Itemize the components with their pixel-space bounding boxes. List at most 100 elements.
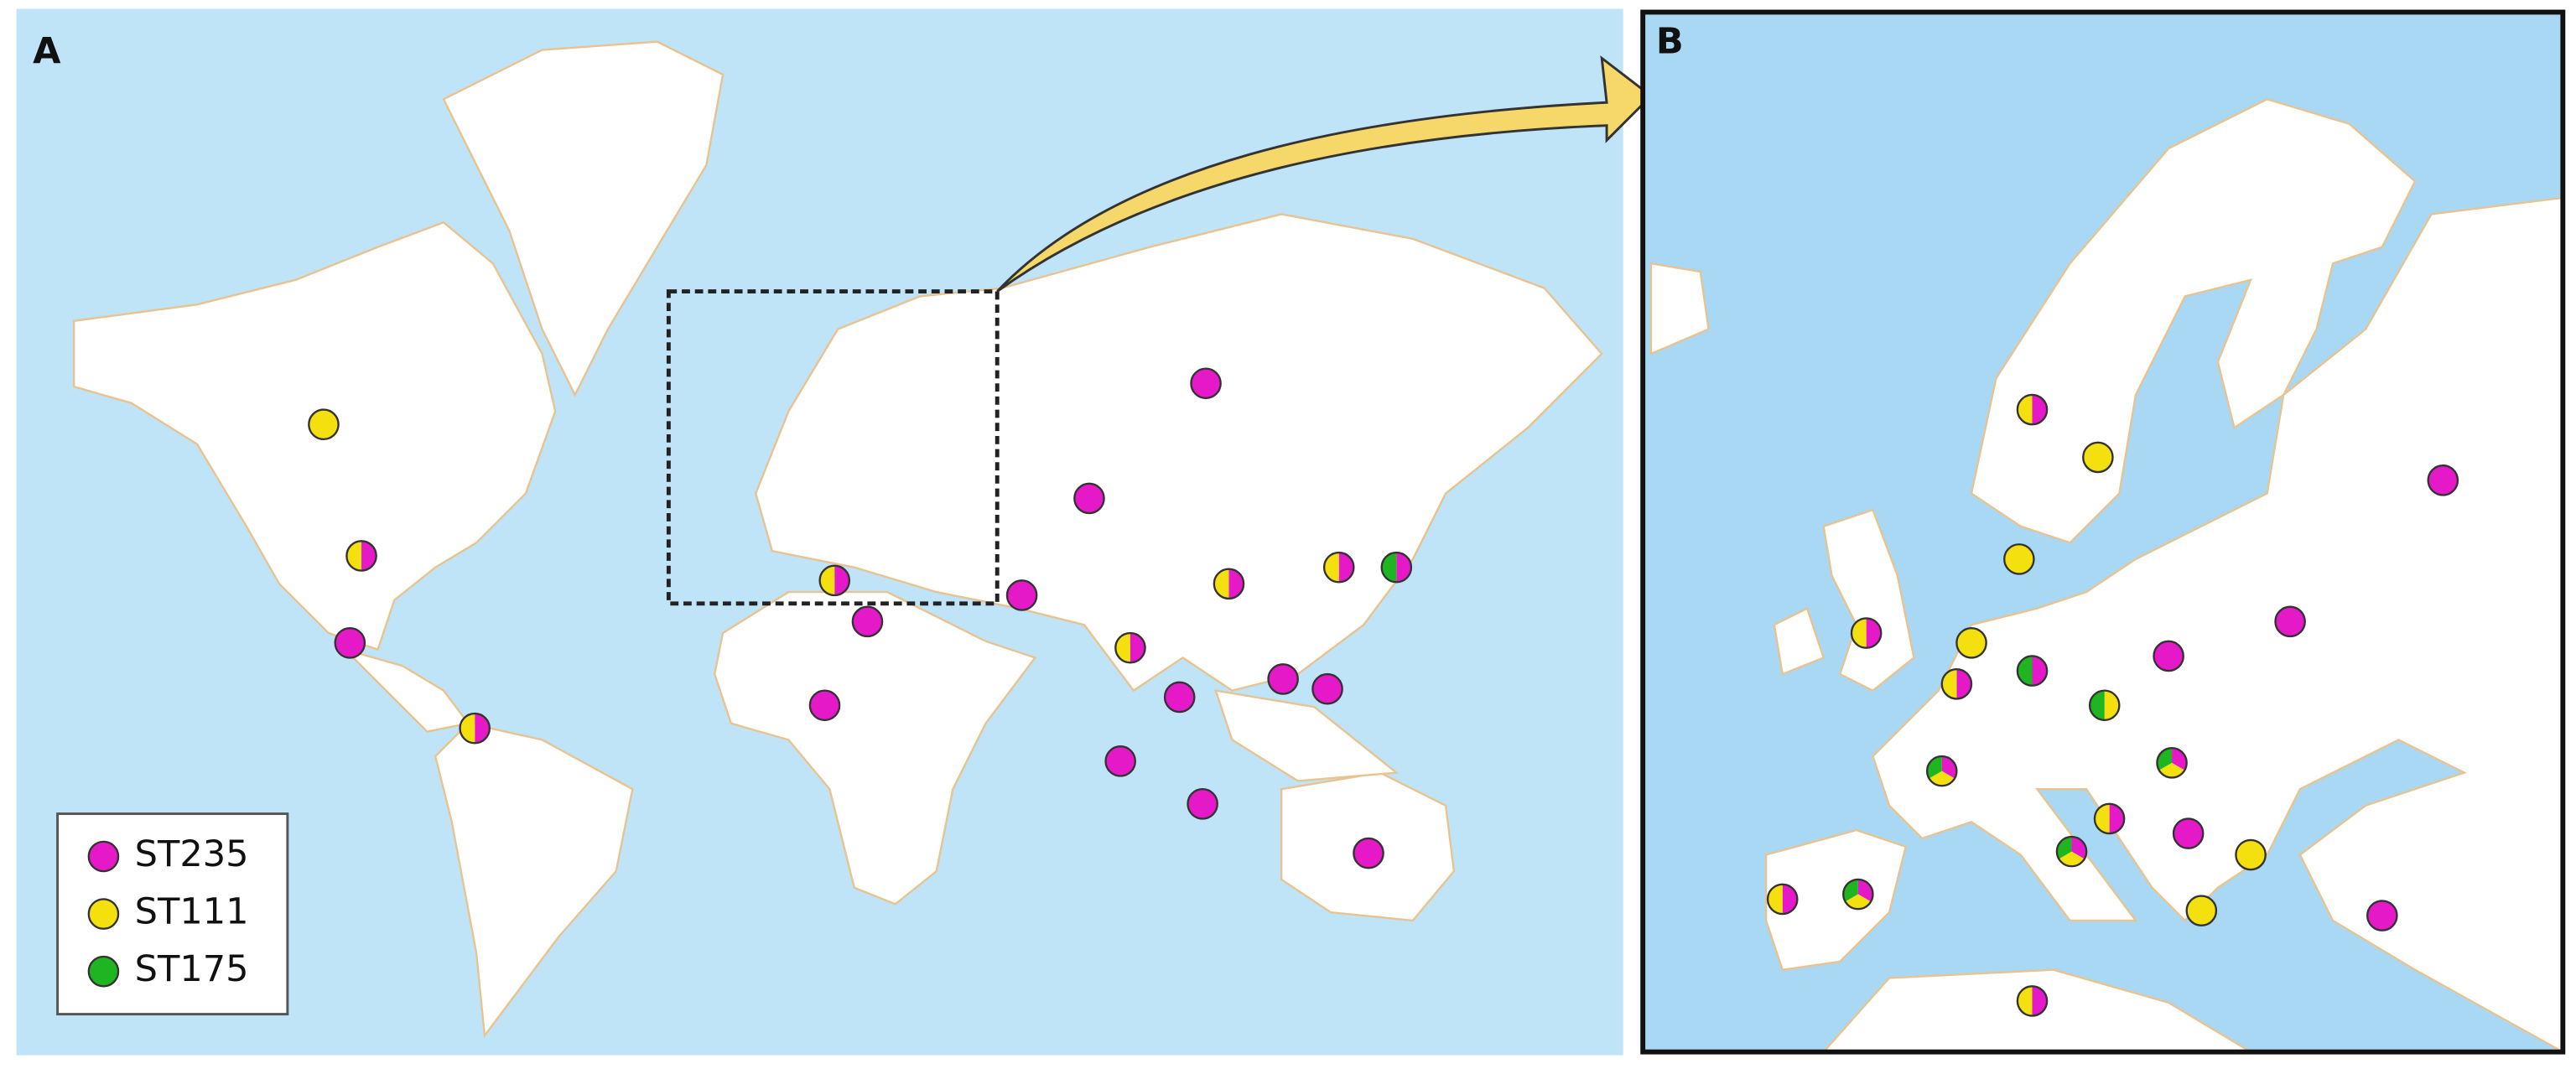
legend-swatch [87,955,120,988]
zoom-arrow [996,55,1654,293]
location-marker [1213,568,1245,600]
marker-fill [1268,664,1298,694]
marker-slice [346,541,362,571]
marker-outline [1766,883,1799,916]
location-marker [2185,895,2218,926]
marker-outline [2172,817,2205,849]
marker-slice [1929,771,1955,786]
location-marker [1187,787,1218,820]
marker-outline [2153,640,2184,672]
marker-outline [2366,900,2398,931]
marker-outline [1104,745,1136,777]
marker-fill [309,409,339,439]
marker-slice [2017,986,2033,1016]
marker-slice [1845,894,1872,910]
marker-fill [2004,544,2034,574]
marker-outline [1955,626,1987,659]
marker-fill [1312,674,1343,704]
location-marker [2427,464,2459,496]
location-marker [1311,672,1343,705]
location-marker [2016,985,2049,1017]
location-marker [1925,755,1958,787]
location-marker [2082,441,2114,474]
location-marker [808,689,841,722]
marker-slice [475,714,490,744]
marker-outline [2016,655,2049,687]
marker-slice [1324,553,1339,583]
marker-outline [2156,747,2188,779]
europe-land [1649,98,2564,1054]
marker-fill [2367,900,2397,931]
marker-slice [2017,394,2033,425]
legend-label: ST235 [135,833,249,875]
marker-outline [1322,551,1355,584]
marker-outline [2274,605,2306,638]
marker-outline [459,712,491,745]
marker-outline [818,564,851,597]
marker-outline [1380,551,1413,584]
marker-fill [2083,442,2113,473]
marker-fill [809,690,840,720]
marker-fill [335,628,365,658]
location-marker [2153,640,2184,672]
marker-outline [2016,985,2049,1017]
marker-slice [1866,618,1882,648]
marker-outline [1213,568,1245,600]
panel-label: B [1656,20,1684,62]
marker-fill [1074,483,1104,514]
marker-slice [2094,803,2110,834]
location-marker [1766,883,1799,916]
marker-outline [2185,895,2218,926]
marker-slice [1941,669,1957,699]
marker-fill [2153,641,2184,672]
panel-label: A [33,30,61,72]
marker-outline [2016,393,2049,426]
location-marker [1353,837,1384,869]
location-marker [1842,878,1874,911]
marker-slice [2032,986,2048,1016]
marker-slice [1852,618,1867,648]
marker-slice [1228,568,1244,599]
marker-outline [334,626,366,659]
marker-outline [1190,367,1222,400]
marker-outline [1311,672,1343,705]
location-marker [459,712,491,745]
marker-fill [2428,465,2458,496]
location-marker [1267,663,1299,695]
marker-outline [1940,667,1973,700]
location-marker [1005,579,1038,611]
location-marker [1940,667,1973,700]
location-marker [345,540,377,572]
marker-slice [361,541,377,571]
marker-outline [1267,663,1299,695]
marker-outline [345,540,377,572]
location-marker [2088,689,2121,722]
marker-outline [1850,617,1883,649]
location-marker [851,605,884,638]
marker-outline [1353,837,1384,869]
marker-outline [808,689,841,722]
panel-b-frame [1640,9,2566,1055]
marker-fill [1191,368,1221,398]
location-marker [1850,617,1883,649]
marker-outline [1005,579,1038,611]
marker-outline [2055,835,2088,868]
marker-slice [2017,656,2033,686]
marker-outline [2082,441,2114,474]
location-marker [334,626,366,659]
marker-slice [2090,690,2105,720]
legend-label: ST111 [135,891,249,933]
marker-slice [834,565,849,595]
legend-swatch [87,840,120,873]
marker-fill [1353,838,1384,869]
marker-outline [2093,802,2126,835]
location-marker [2156,747,2188,779]
marker-outline [308,408,340,441]
marker-slice [1956,669,1972,699]
marker-slice [1115,633,1130,663]
marker-fill [1006,580,1037,610]
marker-slice [819,565,835,595]
marker-slice [1381,553,1397,583]
marker-outline [1114,631,1146,664]
